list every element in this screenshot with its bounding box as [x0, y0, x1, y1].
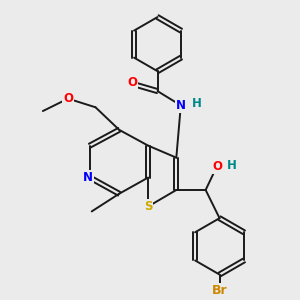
Text: O: O	[127, 76, 137, 89]
Text: N: N	[176, 99, 186, 112]
Text: N: N	[83, 171, 93, 184]
Text: H: H	[227, 159, 237, 172]
Text: H: H	[192, 98, 202, 110]
Text: S: S	[144, 200, 152, 213]
Text: O: O	[212, 160, 222, 173]
Text: O: O	[63, 92, 73, 105]
Text: Br: Br	[212, 284, 227, 297]
